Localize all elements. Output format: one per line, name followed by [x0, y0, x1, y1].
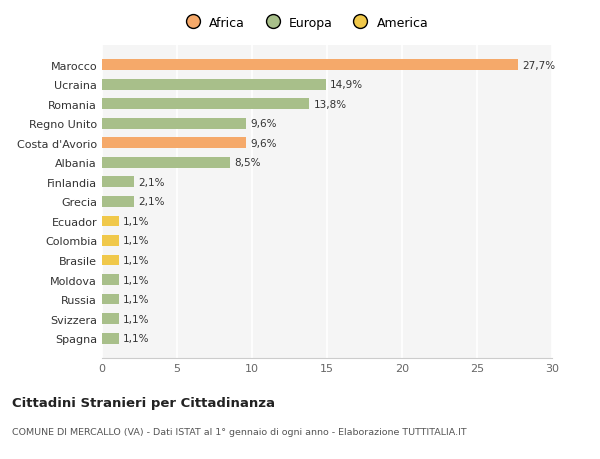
Text: 1,1%: 1,1% — [123, 217, 149, 226]
Text: 9,6%: 9,6% — [251, 139, 277, 148]
Bar — [102, 274, 119, 285]
Text: 14,9%: 14,9% — [330, 80, 363, 90]
Bar — [102, 177, 133, 188]
Bar — [102, 138, 246, 149]
Text: 1,1%: 1,1% — [123, 334, 149, 343]
Legend: Africa, Europa, America: Africa, Europa, America — [176, 11, 433, 34]
Text: 27,7%: 27,7% — [522, 61, 555, 70]
Bar — [102, 157, 229, 168]
Bar — [102, 196, 133, 207]
Text: 1,1%: 1,1% — [123, 314, 149, 324]
Text: 2,1%: 2,1% — [138, 178, 164, 187]
Text: 2,1%: 2,1% — [138, 197, 164, 207]
Text: 1,1%: 1,1% — [123, 275, 149, 285]
Text: 8,5%: 8,5% — [234, 158, 260, 168]
Bar — [102, 255, 119, 266]
Text: 9,6%: 9,6% — [251, 119, 277, 129]
Bar — [102, 118, 246, 129]
Text: 1,1%: 1,1% — [123, 236, 149, 246]
Bar — [102, 294, 119, 305]
Bar — [102, 60, 517, 71]
Text: 13,8%: 13,8% — [314, 100, 347, 109]
Text: COMUNE DI MERCALLO (VA) - Dati ISTAT al 1° gennaio di ogni anno - Elaborazione T: COMUNE DI MERCALLO (VA) - Dati ISTAT al … — [12, 427, 467, 436]
Bar — [102, 313, 119, 325]
Text: 1,1%: 1,1% — [123, 295, 149, 304]
Bar — [102, 216, 119, 227]
Bar — [102, 99, 309, 110]
Text: Cittadini Stranieri per Cittadinanza: Cittadini Stranieri per Cittadinanza — [12, 396, 275, 409]
Bar — [102, 235, 119, 246]
Bar — [102, 79, 325, 90]
Text: 1,1%: 1,1% — [123, 256, 149, 265]
Bar — [102, 333, 119, 344]
